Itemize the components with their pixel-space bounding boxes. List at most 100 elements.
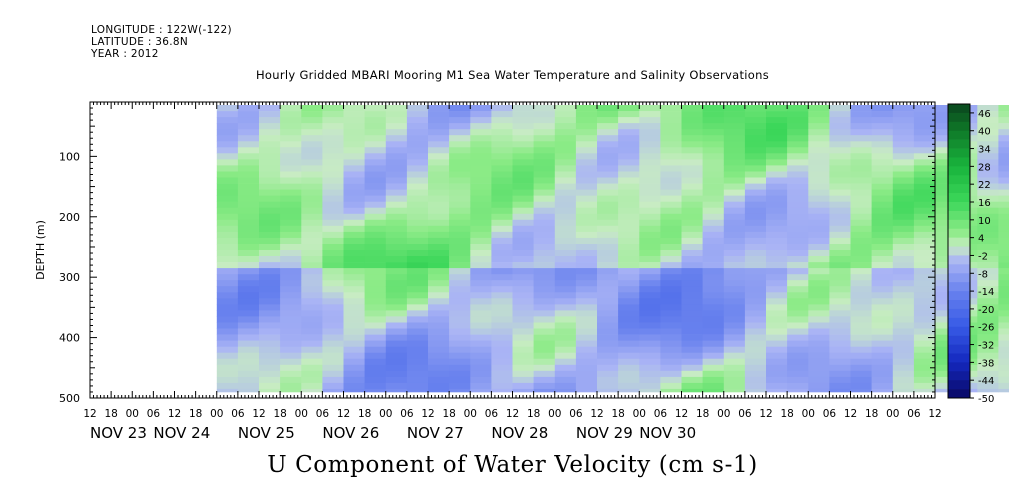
x-hour-label: 06 [907, 408, 921, 420]
x-hour-label: 00 [633, 408, 646, 420]
colorbar-cell [948, 300, 970, 310]
x-hour-label: 06 [485, 408, 499, 420]
colorbar-label: -20 [978, 305, 994, 316]
colorbar-label: 16 [978, 198, 991, 209]
colorbar-cell [948, 273, 970, 283]
colorbar-frame [947, 103, 971, 399]
x-date-label: NOV 28 [491, 424, 548, 442]
x-hour-label: 12 [590, 408, 603, 420]
colorbar-cell [948, 246, 970, 256]
x-date-label: NOV 26 [322, 424, 379, 442]
colorbar-label: -8 [978, 269, 988, 280]
x-hour-label: 12 [759, 408, 772, 420]
x-hour-label: 12 [337, 408, 350, 420]
colorbar-label: -32 [978, 341, 994, 352]
x-hour-label: 18 [273, 408, 286, 420]
x-hour-label: 12 [844, 408, 857, 420]
colorbar-cell [948, 371, 970, 381]
x-hour-label: 18 [442, 408, 455, 420]
x-hour-label: 00 [548, 408, 561, 420]
y-tick-label: 400 [59, 332, 80, 345]
colorbar-cell [948, 139, 970, 149]
colorbar-label: 4 [978, 234, 984, 245]
x-hour-label: 00 [464, 408, 477, 420]
longitude-label: LONGITUDE : 122W(-122) [91, 24, 232, 36]
x-date-label: NOV 30 [639, 424, 696, 442]
x-hour-label: 18 [696, 408, 709, 420]
x-hour-label: 18 [611, 408, 624, 420]
colorbar-label: 40 [978, 127, 991, 138]
colorbar-cell [948, 210, 970, 221]
colorbar-cell [948, 175, 970, 185]
colorbar-cell [948, 317, 970, 328]
x-hour-label: 00 [295, 408, 308, 420]
colorbar-cell [948, 335, 970, 345]
x-hour-label: 12 [168, 408, 181, 420]
colorbar-cell [948, 291, 970, 301]
colorbar-cell [948, 389, 970, 399]
x-hour-label: 12 [506, 408, 519, 420]
colorbar-cell [948, 121, 970, 132]
x-hour-label: 06 [231, 408, 245, 420]
x-hour-label: 06 [823, 408, 837, 420]
year-label: YEAR : 2012 [91, 48, 159, 60]
colorbar-label: -2 [978, 251, 988, 262]
x-hour-label: 06 [400, 408, 414, 420]
y-tick-label: 200 [59, 211, 80, 224]
x-hour-label: 06 [569, 408, 583, 420]
colorbar-label: -26 [978, 323, 994, 334]
colorbar-cell [948, 308, 970, 319]
heatmap-cells [216, 105, 1009, 393]
colorbar-label: 34 [978, 145, 991, 156]
x-hour-label: 12 [675, 408, 688, 420]
colorbar-label: -14 [978, 287, 994, 298]
colorbar-cell [948, 228, 970, 238]
x-hour-label: 00 [210, 408, 223, 420]
y-tick-label: 500 [59, 392, 80, 405]
colorbar-cell [948, 380, 970, 390]
x-hour-label: 00 [126, 408, 139, 420]
y-tick-label: 300 [59, 271, 80, 284]
x-hour-label: 00 [379, 408, 392, 420]
colorbar-cell [948, 344, 970, 354]
y-axis-label: DEPTH (m) [34, 220, 47, 280]
colorbar-cell [948, 166, 970, 176]
colorbar-label: 22 [978, 180, 991, 191]
x-hour-label: 12 [928, 408, 941, 420]
colorbar-cell [948, 130, 970, 140]
x-hour-label: 12 [421, 408, 434, 420]
x-date-label: NOV 29 [576, 424, 633, 442]
colorbar-cell [948, 112, 970, 123]
colorbar-label: 46 [978, 109, 991, 120]
x-hour-label: 00 [717, 408, 730, 420]
colorbar-cell [948, 237, 970, 247]
colorbar-cell [948, 264, 970, 274]
colorbar-cell [948, 353, 970, 363]
chart-title: Hourly Gridded MBARI Mooring M1 Sea Wate… [255, 68, 770, 82]
x-hour-label: 12 [83, 408, 96, 420]
colorbar-cell [948, 362, 970, 372]
x-hour-label: 18 [189, 408, 202, 420]
x-hour-label: 18 [527, 408, 540, 420]
x-hour-label: 06 [738, 408, 752, 420]
colorbar-cell [948, 326, 970, 336]
y-tick-label: 100 [59, 150, 80, 163]
x-hour-label: 06 [147, 408, 161, 420]
x-hour-label: 18 [104, 408, 117, 420]
colorbar-label: 10 [978, 216, 991, 227]
colorbar-cell [948, 255, 970, 265]
colorbar-label: -38 [978, 358, 994, 369]
colorbar-cell [948, 148, 970, 158]
colorbar-label: -50 [978, 394, 994, 405]
variable-title: U Component of Water Velocity (cm s-1) [267, 452, 758, 478]
colorbar-cell [948, 157, 970, 167]
x-date-label: NOV 25 [238, 424, 295, 442]
x-date-label: NOV 24 [153, 424, 210, 442]
latitude-label: LATITUDE : 36.8N [91, 36, 189, 48]
colorbar-cell [948, 193, 970, 203]
x-date-label: NOV 27 [407, 424, 464, 442]
x-hour-label: 18 [865, 408, 878, 420]
x-hour-label: 06 [316, 408, 330, 420]
x-date-label: NOV 23 [90, 424, 147, 442]
